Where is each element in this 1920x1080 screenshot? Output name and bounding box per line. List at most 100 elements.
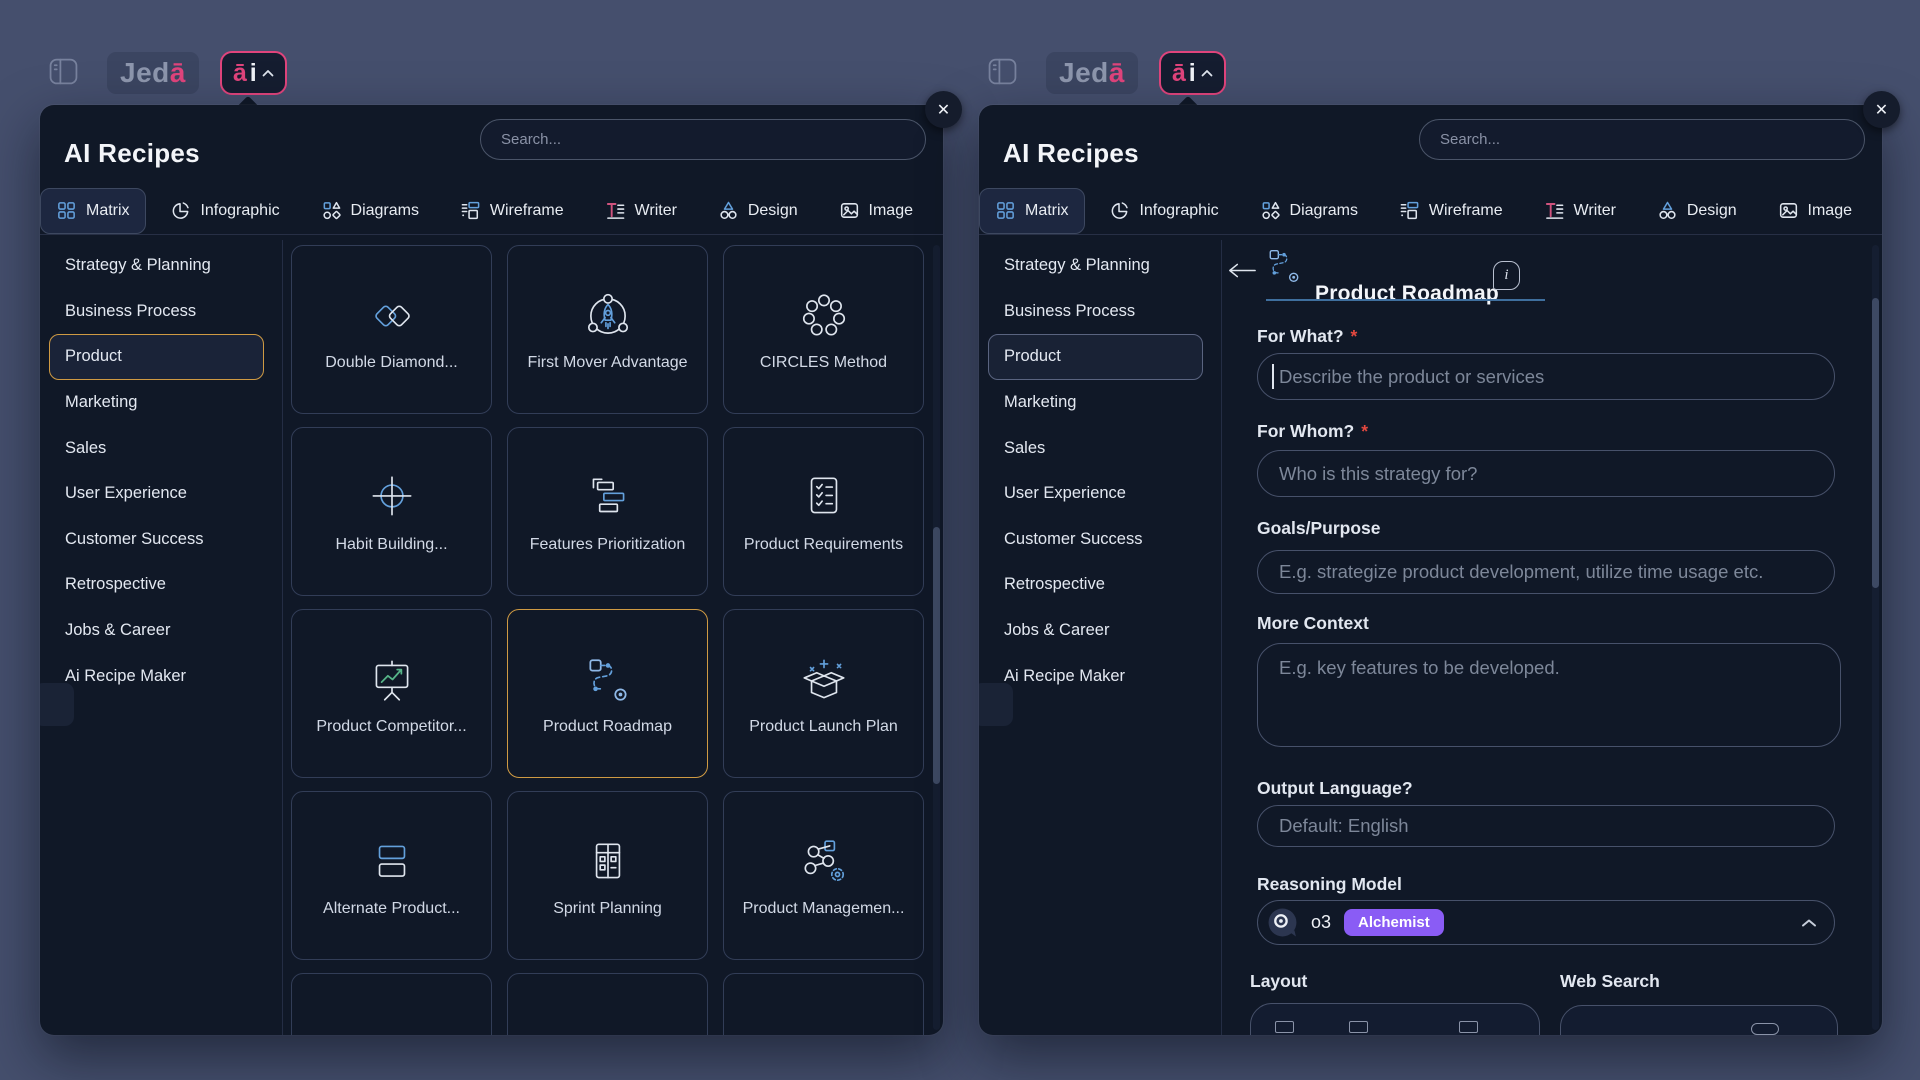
for-whom-input[interactable]	[1257, 450, 1835, 497]
panel-toggle-icon	[988, 58, 1017, 88]
recipe-card[interactable]: Features Prioritization	[507, 427, 708, 596]
recipe-card[interactable]	[723, 973, 924, 1035]
scrollbar-thumb[interactable]	[933, 527, 940, 784]
recipe-card[interactable]: Product Requirements	[723, 427, 924, 596]
sidebar-item[interactable]: Retrospective	[49, 562, 264, 608]
tab[interactable]: Diagrams	[305, 188, 435, 234]
more-context-textarea[interactable]	[1257, 643, 1841, 747]
sidebar-item[interactable]: Marketing	[988, 380, 1203, 426]
recipe-card[interactable]: First Mover Advantage	[507, 245, 708, 414]
tab[interactable]: Diagrams	[1244, 188, 1374, 234]
sidebar-item[interactable]: Product	[49, 334, 264, 380]
layout-option-icon	[1459, 1021, 1478, 1033]
panel-toggle-button[interactable]	[40, 51, 86, 95]
tab[interactable]: Design	[1641, 188, 1753, 234]
recipe-card[interactable]: Alternate Product...	[291, 791, 492, 960]
for-what-input[interactable]	[1257, 353, 1835, 400]
sidebar-item[interactable]: Product	[988, 334, 1203, 380]
edge-tile	[979, 683, 1013, 726]
tab[interactable]: Wireframe	[1383, 188, 1519, 234]
sidebar-item[interactable]: Marketing	[49, 380, 264, 426]
tab-label: Writer	[634, 201, 677, 219]
required-asterisk: *	[1350, 326, 1358, 346]
panel-toggle-button[interactable]	[979, 51, 1025, 95]
sidebar-item[interactable]: Customer Success	[49, 517, 264, 563]
info-icon[interactable]: i	[1493, 261, 1520, 290]
goals-input[interactable]	[1257, 550, 1835, 594]
recipe-card[interactable]: Double Diamond...	[291, 245, 492, 414]
recipe-card[interactable]	[291, 973, 492, 1035]
tab[interactable]: Infographic	[154, 188, 295, 234]
tab[interactable]: Wireframe	[444, 188, 580, 234]
sidebar-item[interactable]: Business Process	[49, 289, 264, 335]
jeda-logo[interactable]: Jed ā	[1046, 52, 1138, 94]
recipe-card[interactable]: Product Competitor...	[291, 609, 492, 778]
tab[interactable]: Infographic	[1093, 188, 1234, 234]
edge-tile	[40, 683, 74, 726]
sidebar-item[interactable]: Strategy & Planning	[49, 243, 264, 289]
layout-selector[interactable]	[1250, 1003, 1540, 1035]
sidebar-item-label: Ai Recipe Maker	[1004, 666, 1126, 685]
jeda-logo[interactable]: Jed ā	[107, 52, 199, 94]
sidebar-item[interactable]: User Experience	[988, 471, 1203, 517]
search-input[interactable]	[480, 119, 926, 160]
tab[interactable]: Matrix	[40, 187, 146, 234]
sidebar-item-label: Ai Recipe Maker	[65, 666, 187, 685]
sidebar-item[interactable]: Strategy & Planning	[988, 243, 1203, 289]
sidebar-item[interactable]: User Experience	[49, 471, 264, 517]
recipe-card-label: First Mover Advantage	[527, 354, 688, 371]
sidebar-item[interactable]: Sales	[988, 425, 1203, 471]
sidebar-item-label: Sales	[65, 438, 107, 457]
tab[interactable]: Writer	[589, 188, 693, 234]
sidebar-item[interactable]: Ai Recipe Maker	[988, 653, 1203, 699]
output-language-input[interactable]	[1257, 805, 1835, 847]
search-input[interactable]	[1419, 119, 1865, 160]
recipe-card[interactable]: Product Roadmap	[507, 609, 708, 778]
text-cursor	[1272, 364, 1274, 389]
sidebar-item[interactable]: Business Process	[988, 289, 1203, 335]
recipe-card[interactable]: Sprint Planning	[507, 791, 708, 960]
panel-title: AI Recipes	[1003, 138, 1139, 169]
sidebar-item[interactable]: Customer Success	[988, 517, 1203, 563]
close-button[interactable]: ✕	[925, 91, 962, 128]
ai-recipes-modal-form: AI Recipes Matrix Infographic Diagrams	[979, 105, 1882, 1035]
sidebar-item[interactable]: Retrospective	[988, 562, 1203, 608]
sprint-planning-icon	[581, 833, 635, 887]
recipe-card[interactable]: Product Launch Plan	[723, 609, 924, 778]
sidebar-item[interactable]: Ai Recipe Maker	[49, 653, 264, 699]
close-button[interactable]: ✕	[1863, 91, 1900, 128]
sidebar-item-label: Customer Success	[65, 529, 204, 548]
tab[interactable]: Image	[1762, 188, 1868, 234]
product-requirements-icon	[797, 469, 851, 523]
sidebar-item[interactable]: Sales	[49, 425, 264, 471]
tab[interactable]: Writer	[1528, 188, 1632, 234]
sidebar-item[interactable]: Jobs & Career	[49, 608, 264, 654]
sidebar-item-label: Strategy & Planning	[65, 256, 211, 275]
recipe-card-label: Sprint Planning	[553, 900, 662, 917]
tab-label: Image	[868, 201, 913, 219]
sidebar-item[interactable]: Jobs & Career	[988, 608, 1203, 654]
scrollbar-track[interactable]	[1872, 245, 1879, 1030]
layout-label: Layout	[1250, 971, 1308, 991]
circles-method-icon	[797, 287, 851, 341]
sidebar-item-label: Business Process	[1004, 301, 1136, 320]
web-search-toggle[interactable]	[1560, 1005, 1838, 1035]
double-diamond-icon	[365, 287, 419, 341]
recipe-card[interactable]	[507, 973, 708, 1035]
tab[interactable]: Matrix	[979, 187, 1085, 234]
category-tabs: Matrix Infographic Diagrams Wireframe	[979, 187, 1882, 235]
reasoning-model-select[interactable]: o3 Alchemist	[1257, 900, 1835, 945]
shape-hint-icon	[797, 1026, 851, 1035]
recipe-card[interactable]: CIRCLES Method	[723, 245, 924, 414]
recipe-card[interactable]: Habit Building...	[291, 427, 492, 596]
ellipse-hint-icon	[365, 1026, 419, 1035]
tab-label: Matrix	[86, 201, 130, 219]
recipe-card[interactable]: Product Managemen...	[723, 791, 924, 960]
tab[interactable]: Image	[823, 188, 929, 234]
scrollbar-thumb[interactable]	[1872, 298, 1879, 588]
tab[interactable]: Design	[702, 188, 814, 234]
back-button[interactable]	[1227, 259, 1263, 285]
reasoning-model-label: Reasoning Model	[1257, 874, 1402, 894]
